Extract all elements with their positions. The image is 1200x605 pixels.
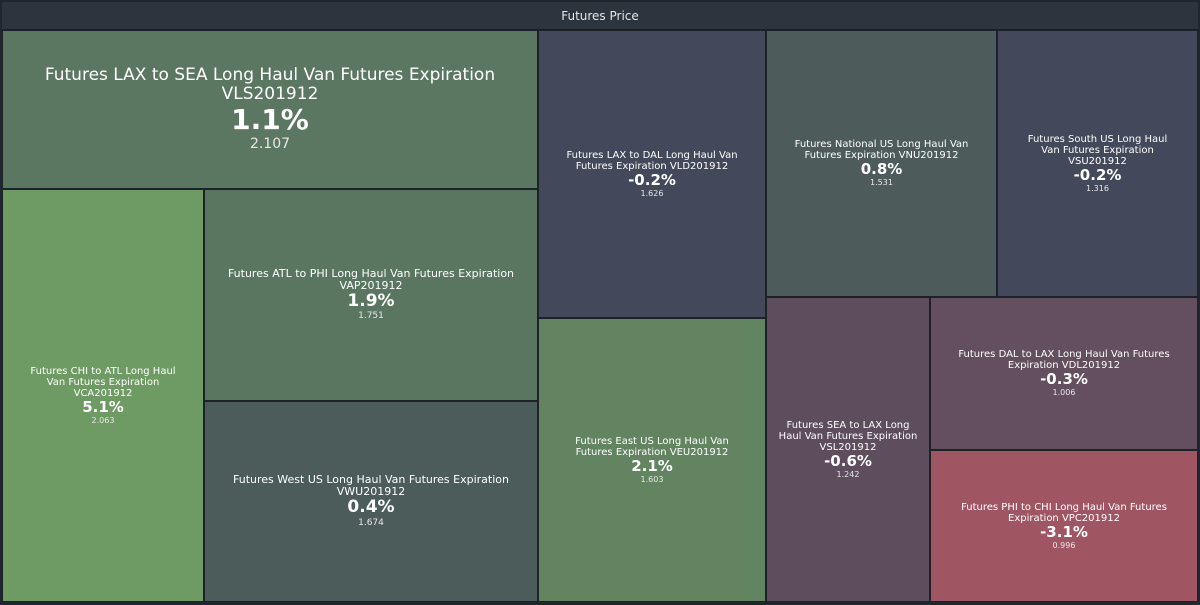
tile-change-percent: -0.2% [628, 170, 676, 189]
tile-label: Futures West US Long Haul Van Futures Ex… [233, 473, 509, 499]
treemap-area: Futures LAX to SEA Long Haul Van Futures… [2, 30, 1198, 602]
tile-price-value: 0.996 [1052, 540, 1076, 550]
treemap-tile[interactable]: Futures West US Long Haul Van Futures Ex… [204, 401, 538, 602]
treemap-tile[interactable]: Futures LAX to SEA Long Haul Van Futures… [2, 30, 538, 189]
tile-change-percent: 2.1% [631, 456, 673, 475]
chart-title: Futures Price [2, 2, 1198, 30]
tile-change-percent: 5.1% [82, 397, 124, 416]
tile-label: Futures East US Long Haul Van Futures Ex… [575, 435, 729, 458]
tile-label: Futures LAX to SEA Long Haul Van Futures… [44, 65, 496, 104]
tile-change-percent: -0.3% [1040, 370, 1088, 389]
tile-change-percent: -0.2% [1073, 165, 1122, 184]
tile-change-percent: 0.4% [347, 497, 395, 518]
tile-change-percent: -0.6% [824, 451, 872, 470]
tile-price-value: 1.006 [1052, 388, 1076, 398]
tile-label: Futures PHI to CHI Long Haul Van Futures… [961, 501, 1167, 524]
tile-price-value: 1.674 [358, 517, 384, 528]
tile-price-value: 1.531 [870, 178, 893, 188]
tile-label: Futures ATL to PHI Long Haul Van Futures… [227, 266, 515, 292]
treemap-tile[interactable]: Futures SEA to LAX Long Haul Van Futures… [766, 297, 930, 602]
tile-price-value: 1.751 [358, 311, 384, 322]
treemap-tile[interactable]: Futures East US Long Haul Van Futures Ex… [538, 318, 766, 602]
treemap-tile[interactable]: Futures National US Long Haul Van Future… [766, 30, 997, 297]
tile-label: Futures LAX to DAL Long Haul Van Futures… [566, 149, 738, 172]
tile-label: Futures CHI to ATL Long Haul Van Futures… [30, 365, 176, 399]
tile-price-value: 2.063 [91, 415, 115, 425]
tile-change-percent: -3.1% [1040, 522, 1088, 541]
treemap-tile[interactable]: Futures CHI to ATL Long Haul Van Futures… [2, 189, 204, 602]
tile-change-percent: 0.8% [860, 160, 903, 179]
tile-price-value: 1.242 [836, 469, 860, 479]
tile-label: Futures SEA to LAX Long Haul Van Futures… [778, 419, 918, 453]
treemap-tile[interactable]: Futures South US Long Haul Van Futures E… [997, 30, 1198, 297]
tile-change-percent: 1.1% [231, 102, 309, 136]
tile-label: Futures South US Long Haul Van Futures E… [1027, 133, 1168, 167]
tile-label: Futures National US Long Haul Van Future… [794, 139, 969, 162]
tile-price-value: 2.107 [249, 135, 291, 152]
tile-price-value: 1.603 [640, 474, 664, 484]
tile-price-value: 1.626 [640, 188, 664, 198]
treemap-tile[interactable]: Futures ATL to PHI Long Haul Van Futures… [204, 189, 538, 401]
tile-price-value: 1.316 [1086, 183, 1109, 193]
treemap-tile[interactable]: Futures PHI to CHI Long Haul Van Futures… [930, 450, 1198, 602]
tile-change-percent: 1.9% [347, 290, 395, 311]
treemap-tile[interactable]: Futures DAL to LAX Long Haul Van Futures… [930, 297, 1198, 450]
tile-label: Futures DAL to LAX Long Haul Van Futures… [958, 349, 1170, 372]
treemap-tile[interactable]: Futures LAX to DAL Long Haul Van Futures… [538, 30, 766, 318]
